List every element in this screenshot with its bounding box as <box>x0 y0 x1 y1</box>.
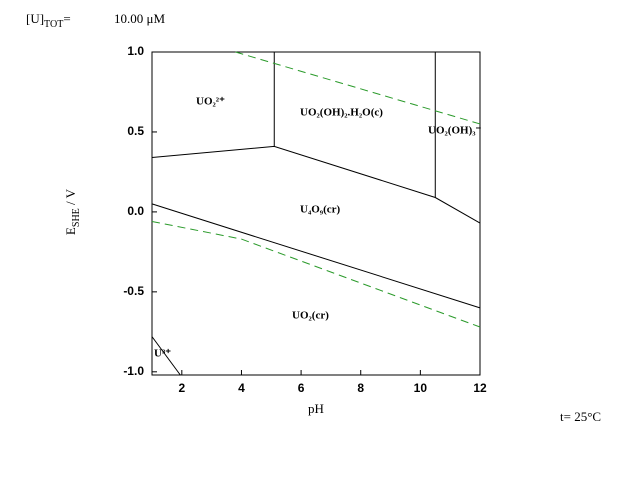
concentration-value: 10.00 μM <box>114 11 165 26</box>
boundary-line <box>151 145 481 224</box>
region-label: U₄O₉(cr) <box>300 204 341 216</box>
water-limit-line <box>151 221 481 328</box>
concentration-sub: TOT <box>44 19 63 30</box>
region-label: U³⁺ <box>154 348 171 360</box>
y-tick-label: 1.0 <box>127 44 144 58</box>
y-tick-label: -0.5 <box>123 284 144 298</box>
y-tick-label: -1.0 <box>123 364 144 378</box>
plot-frame <box>151 51 481 376</box>
region-label: UO₂(cr) <box>292 310 329 322</box>
concentration-main: [U] <box>26 11 44 26</box>
y-label-unit: / V <box>63 188 78 208</box>
y-tick-label: 0.0 <box>127 204 144 218</box>
region-label: UO₂(OH)₃⁻ <box>428 125 482 137</box>
y-tick-label: 0.5 <box>127 124 144 138</box>
x-tick-label: 4 <box>238 381 245 395</box>
x-tick-label: 2 <box>178 381 185 395</box>
water-limit-line <box>235 51 481 125</box>
y-label-main: E <box>63 227 78 235</box>
concentration-eq: = <box>63 11 70 26</box>
boundary-line <box>151 336 181 376</box>
temperature: t= 25°C <box>560 409 601 424</box>
x-tick-label: 8 <box>357 381 364 395</box>
region-label: UO₂²⁺ <box>196 96 225 108</box>
region-label: UO₂(OH)₂.H₂O(c) <box>300 107 383 119</box>
x-tick-label: 6 <box>298 381 305 395</box>
x-tick-label: 10 <box>414 381 428 395</box>
boundary-line <box>151 203 481 309</box>
x-tick-label: 12 <box>473 381 487 395</box>
y-label-sub: SHE <box>71 208 82 227</box>
x-axis-label: pH <box>308 401 324 416</box>
y-axis-label: ESHE / V <box>63 188 82 235</box>
concentration-label: [U]TOT= <box>26 11 71 30</box>
